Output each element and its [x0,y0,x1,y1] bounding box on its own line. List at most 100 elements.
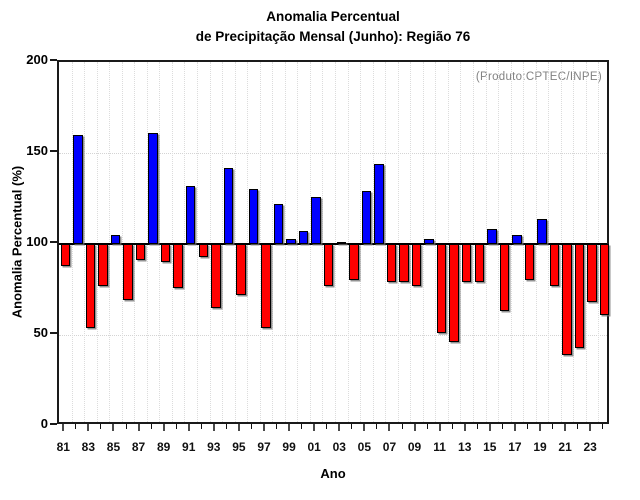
bar-20 [549,244,560,286]
chart-title: Anomalia Percentual [266,9,400,24]
x-tick-label-81: 81 [56,440,70,454]
x-axis-title: Ano [320,466,346,481]
v-gridline [598,62,600,422]
v-gridline [385,62,387,422]
v-gridline [573,62,575,422]
bar-18 [524,244,535,281]
x-tick-label-23: 23 [583,440,597,454]
v-gridline [171,62,173,422]
bar-84 [98,244,108,286]
y-tick-label: 200 [26,52,48,67]
chart-subtitle: de Precipitação Mensal (Junho): Região 7… [195,29,471,44]
x-axis-tick [513,424,516,431]
x-axis-tick [376,424,378,429]
bar-99 [286,238,296,244]
bar-05 [361,191,372,244]
v-gridline [322,62,324,422]
x-axis-tick [288,424,291,431]
bar-93 [211,244,221,308]
bar-03 [336,242,346,244]
bar-24 [600,244,610,315]
v-gridline [134,62,136,422]
v-gridline [209,62,211,422]
v-gridline [548,62,550,422]
v-gridline [360,62,362,422]
x-axis-tick [338,424,341,431]
v-gridline [297,62,299,422]
v-gridline [84,62,86,422]
y-axis-tick [50,59,57,61]
x-tick-label-87: 87 [131,440,146,454]
v-gridline [410,62,412,422]
bar-04 [349,244,359,281]
bar-90 [173,244,183,288]
x-tick-label-01: 01 [307,440,321,454]
bar-14 [474,244,484,283]
x-tick-label-15: 15 [483,440,497,454]
plot-area: (Produto:CPTEC/INPE) [57,60,610,424]
x-axis-tick [401,424,403,429]
bar-21 [562,244,572,356]
v-gridline [184,62,186,422]
v-gridline [347,62,349,422]
v-gridline [510,62,512,422]
x-tick-label-09: 09 [407,440,422,454]
x-axis-tick [501,424,503,429]
bar-19 [537,218,547,244]
v-gridline [473,62,474,422]
x-tick-label-85: 85 [106,440,121,454]
bar-13 [462,244,472,283]
v-gridline [272,62,274,422]
v-gridline [222,62,224,422]
bar-02 [324,244,334,286]
x-axis-tick [200,424,202,429]
bar-83 [85,244,96,328]
x-axis-tick [187,424,190,431]
v-gridline [460,62,462,422]
x-axis-tick [162,424,165,431]
x-axis-tick [237,424,240,431]
bar-98 [273,203,284,244]
x-tick-label-17: 17 [508,440,522,454]
x-tick-label-93: 93 [207,440,221,454]
y-axis-tick [50,241,57,243]
bar-15 [487,229,497,244]
bar-85 [110,234,121,244]
v-gridline [159,62,161,422]
x-tick-label-91: 91 [182,440,196,454]
y-tick-label: 0 [40,416,48,431]
x-axis-tick [438,424,441,431]
x-axis-tick [175,424,177,429]
x-axis-tick [363,424,366,431]
v-gridline [146,62,148,422]
v-gridline [71,62,73,422]
product-annotation: (Produto:CPTEC/INPE) [475,71,602,83]
y-axis-tick [50,150,57,152]
v-gridline [397,62,399,422]
x-axis-tick [100,424,102,429]
bar-81 [60,244,70,266]
v-gridline [447,62,449,422]
v-gridline [372,62,374,422]
v-gridline [284,62,286,422]
x-axis-tick [301,424,303,429]
v-gridline [121,62,123,422]
v-gridline [259,62,261,422]
x-axis-tick [351,424,353,429]
bar-87 [135,244,146,261]
x-axis-tick [75,424,77,429]
x-tick-label-89: 89 [156,440,171,454]
y-axis-tick [50,332,57,334]
x-axis-tick [112,424,115,431]
x-axis-tick [526,424,528,429]
bar-01 [311,196,321,244]
y-axis-tick [50,423,57,425]
v-gridline [523,62,525,422]
x-tick-label-99: 99 [282,440,296,454]
bar-16 [499,244,510,312]
bar-09 [411,244,422,286]
x-axis-tick [539,424,541,431]
bar-06 [374,163,384,244]
bar-17 [512,234,522,244]
bar-00 [298,231,309,244]
